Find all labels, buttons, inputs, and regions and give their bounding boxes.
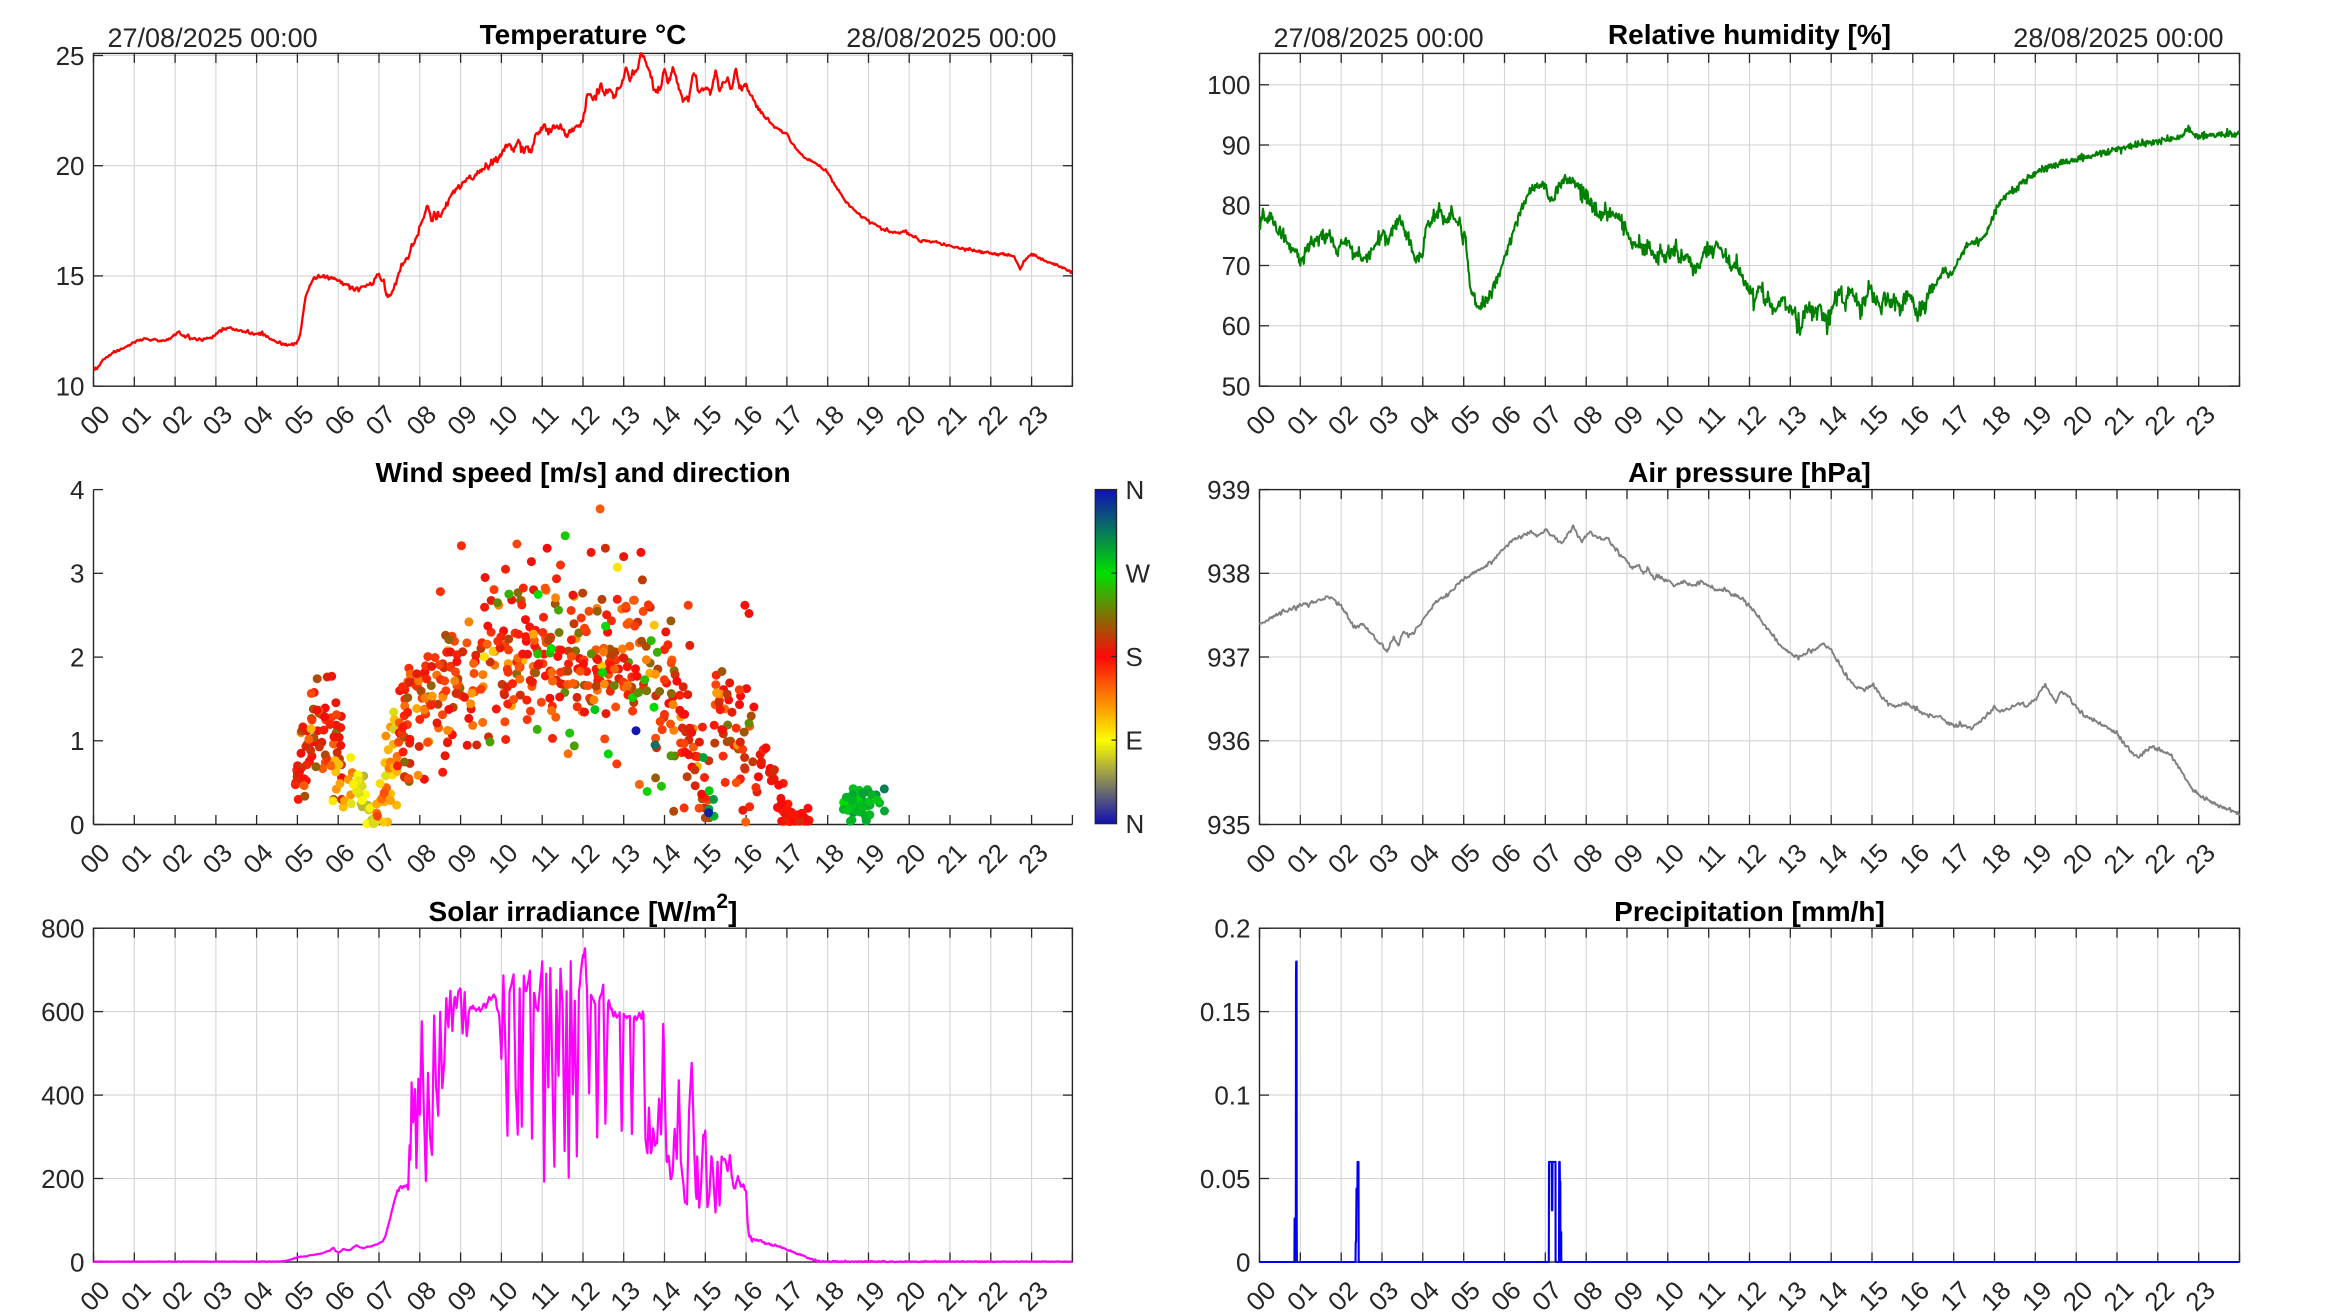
svg-text:Relative humidity [%]: Relative humidity [%] [1608,19,1891,50]
svg-text:90: 90 [1222,130,1251,160]
svg-text:20: 20 [56,151,85,181]
svg-text:937: 937 [1207,642,1250,672]
svg-text:27/08/2025 00:00: 27/08/2025 00:00 [108,23,318,53]
svg-text:25: 25 [56,41,85,71]
svg-text:80: 80 [1222,191,1251,221]
svg-text:Temperature °C: Temperature °C [480,19,687,50]
svg-text:N: N [1126,809,1145,839]
svg-text:28/08/2025 00:00: 28/08/2025 00:00 [2013,23,2223,53]
svg-text:935: 935 [1207,810,1250,840]
svg-text:W: W [1126,558,1151,588]
svg-text:600: 600 [41,997,84,1027]
svg-text:0: 0 [70,1247,84,1277]
svg-text:0: 0 [1236,1247,1250,1277]
svg-text:Air pressure [hPa]: Air pressure [hPa] [1628,457,1871,488]
svg-text:S: S [1126,642,1143,672]
svg-text:10: 10 [56,371,85,401]
svg-text:E: E [1126,725,1143,755]
svg-text:28/08/2025 00:00: 28/08/2025 00:00 [846,23,1056,53]
svg-text:Wind speed [m/s] and direction: Wind speed [m/s] and direction [375,457,790,488]
svg-text:939: 939 [1207,475,1250,505]
svg-text:2: 2 [70,642,84,672]
svg-text:938: 938 [1207,559,1250,589]
svg-text:70: 70 [1222,251,1251,281]
svg-text:Solar irradiance [W/m2]: Solar irradiance [W/m2] [429,890,738,927]
svg-text:400: 400 [41,1080,84,1110]
svg-text:0.15: 0.15 [1200,997,1251,1027]
svg-text:0.1: 0.1 [1214,1080,1250,1110]
svg-text:200: 200 [41,1164,84,1194]
svg-text:4: 4 [70,475,84,505]
svg-text:0.2: 0.2 [1214,914,1250,944]
svg-text:Precipitation [mm/h]: Precipitation [mm/h] [1614,896,1885,927]
svg-text:0.05: 0.05 [1200,1164,1251,1194]
svg-text:15: 15 [56,261,85,291]
svg-text:0: 0 [70,810,84,840]
svg-text:936: 936 [1207,726,1250,756]
svg-text:100: 100 [1207,70,1250,100]
svg-text:60: 60 [1222,311,1251,341]
svg-text:800: 800 [41,914,84,944]
svg-text:3: 3 [70,559,84,589]
svg-text:N: N [1126,475,1145,505]
svg-text:50: 50 [1222,371,1251,401]
svg-text:27/08/2025 00:00: 27/08/2025 00:00 [1274,23,1484,53]
svg-text:1: 1 [70,726,84,756]
